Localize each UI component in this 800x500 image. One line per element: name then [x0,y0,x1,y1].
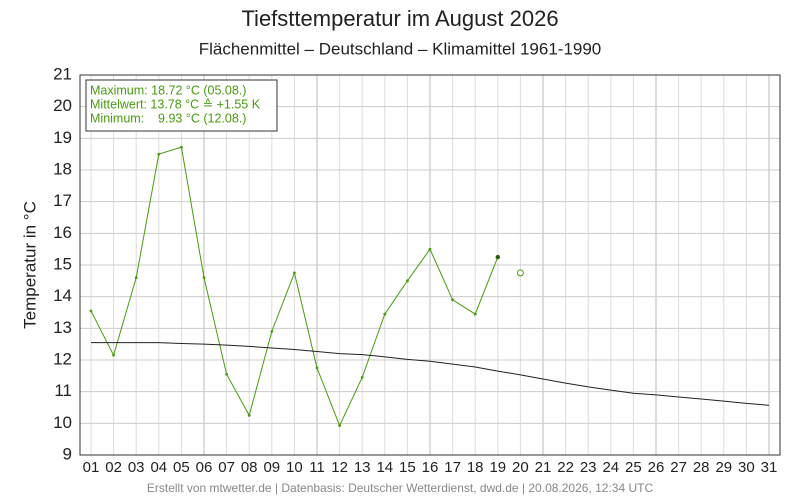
x-tick-label: 30 [738,459,755,476]
point [406,279,409,283]
x-tick-label: 06 [196,459,213,476]
x-tick-label: 09 [263,459,280,476]
x-tick-label: 20 [512,459,529,476]
footer: Erstellt von mtwetter.de | Datenbasis: D… [147,481,654,495]
x-tick-label: 19 [489,459,506,476]
x-tick-label: 23 [580,459,597,476]
x-tick-label: 03 [128,459,145,476]
point [112,353,115,357]
y-tick-label: 11 [54,381,72,400]
y-tick-label: 14 [53,286,72,305]
x-tick-label: 07 [218,459,235,476]
x-tick-label: 24 [602,459,619,476]
point [225,372,229,376]
point [473,312,477,316]
x-tick-label: 14 [376,459,393,476]
point [270,330,274,333]
x-tick-label: 28 [693,459,710,476]
series-line [91,342,770,406]
x-tick-label: 02 [105,459,122,476]
point [89,309,93,313]
point [428,247,432,251]
y-tick-label: 18 [53,159,72,178]
x-tick-label: 15 [399,459,416,476]
y-tick-label: 19 [53,128,72,147]
x-tick-label: 05 [173,459,190,476]
y-tick-label: 21 [53,64,72,83]
info-text: Maximum: 18.72 °C (05.08.) [90,83,246,97]
y-tick-label: 15 [53,254,72,273]
x-tick-label: 12 [331,459,348,476]
point [293,271,296,275]
x-tick-label: 04 [150,459,167,476]
point [338,424,341,427]
point [134,276,138,280]
x-tick-label: 29 [715,459,732,476]
plot-frame [79,74,781,456]
x-tick-label: 13 [354,459,371,476]
x-tick-label: 01 [83,459,100,476]
point [157,152,161,156]
x-tick-label: 10 [286,459,303,476]
x-tick-label: 17 [444,459,461,476]
info-text: Minimum: 9.93 °C (12.08.) [90,111,246,125]
y-tick-label: 13 [53,318,72,337]
point [516,269,524,277]
x-tick-label: 22 [557,459,574,476]
point [360,376,364,379]
x-tick-label: 25 [625,459,642,476]
y-tick-label: 10 [53,413,72,432]
x-tick-label: 08 [241,459,258,476]
x-tick-label: 31 [761,459,778,476]
point [495,254,500,260]
point [315,366,319,370]
point [451,298,454,302]
point [180,145,183,149]
x-tick-label: 11 [309,459,325,476]
y-tick-label: 16 [53,223,72,242]
info-text: Mittelwert: 13.78 °C ≙ +1.55 K [90,97,261,111]
point [383,312,387,316]
x-tick-label: 16 [422,459,439,476]
info-box [85,79,278,132]
y-tick-label: 12 [53,349,72,368]
y-tick-label: 17 [53,191,72,210]
x-tick-label: 27 [670,459,687,476]
chart-subtitle: Flächenmittel – Deutschland – Klimamitte… [199,39,602,58]
x-tick-label: 21 [535,459,552,476]
y-tick-label: 20 [53,96,72,115]
point [247,414,251,417]
chart-title: Tiefsttemperatur im August 2026 [241,6,558,31]
x-tick-label: 26 [648,459,665,476]
x-tick-label: 18 [467,459,484,476]
y-tick-label: 9 [63,444,72,463]
point [202,276,206,280]
y-axis-label: Temperatur in °C [20,201,39,329]
